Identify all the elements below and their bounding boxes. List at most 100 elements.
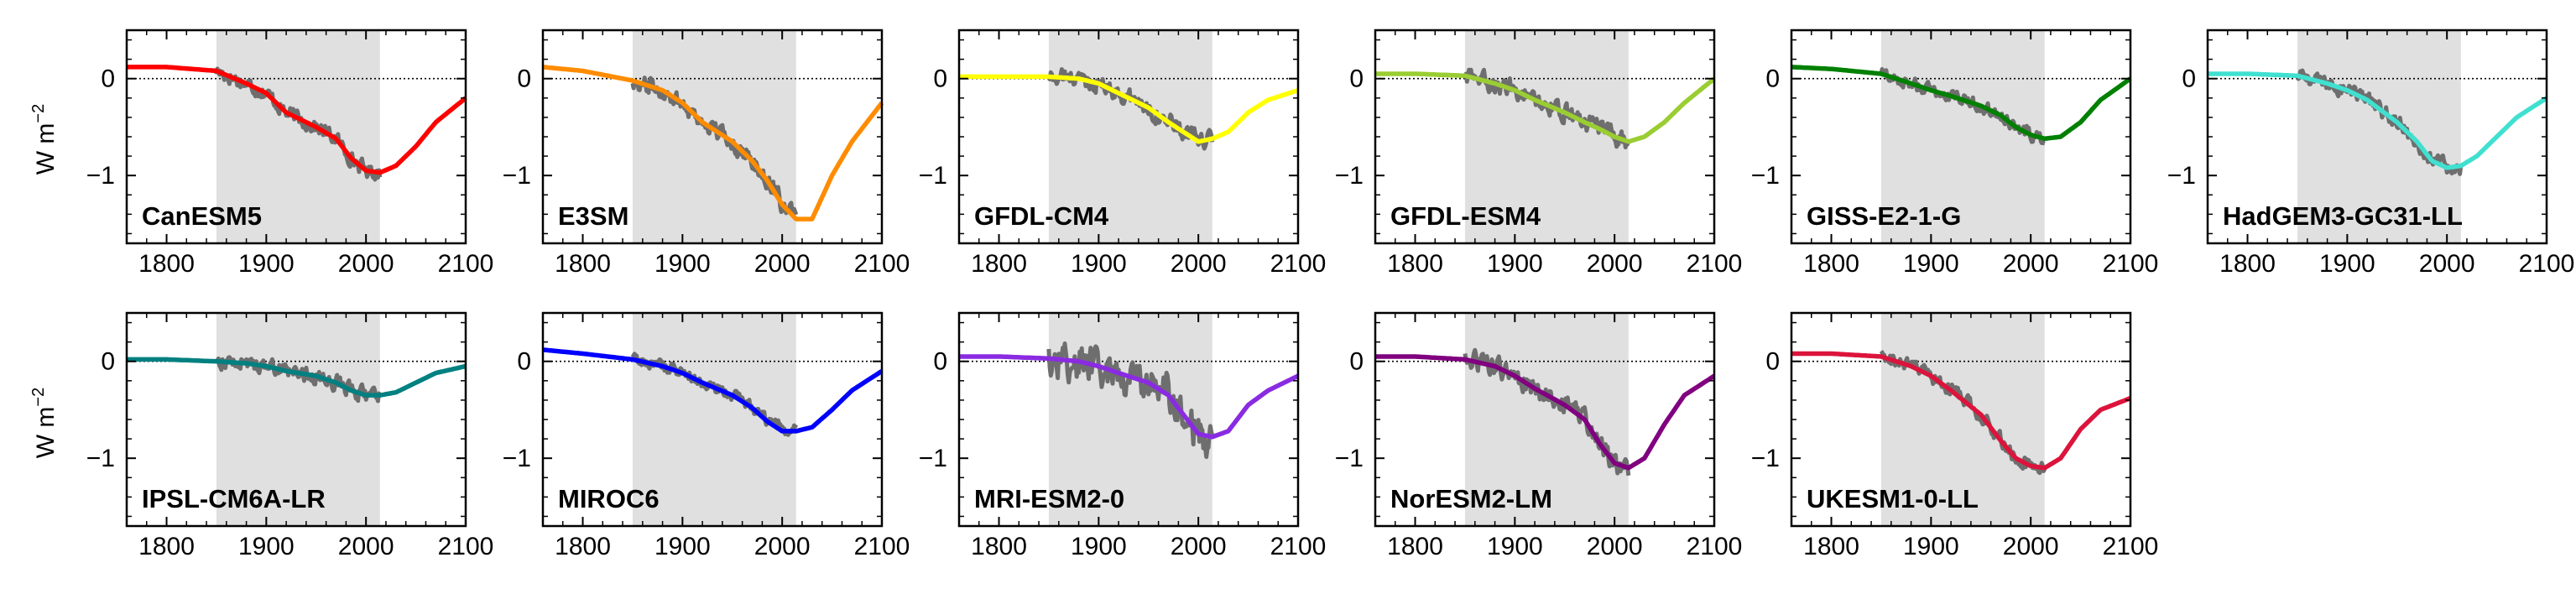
model-series <box>1791 351 2131 471</box>
shaded-period <box>1464 30 1629 243</box>
ytick-label: −1 <box>919 162 947 190</box>
shaded-period <box>1880 313 2045 526</box>
xtick-label: 2100 <box>438 250 494 278</box>
model-label: GFDL-ESM4 <box>1390 201 1541 231</box>
ytick-label: −1 <box>503 445 531 472</box>
model-label: MIROC6 <box>558 484 660 513</box>
xtick-label: 2100 <box>854 533 910 560</box>
ytick-label: −1 <box>86 162 115 190</box>
xtick-label: 1900 <box>1487 533 1543 560</box>
panels: 1800 1900 2000 2100 0 −1 CanESM5 1800 1900 2000 21… <box>86 29 2575 560</box>
xtick-label: 1900 <box>1071 250 1127 278</box>
xtick-label: 1800 <box>1803 250 1859 278</box>
panel-noresm2-lm: 1800 1900 2000 2100 0 −1 NorESM2-LM <box>1335 311 1743 560</box>
xtick-label: 2000 <box>2003 533 2059 560</box>
xtick-label: 1800 <box>1803 533 1859 560</box>
xtick-label: 1800 <box>2219 250 2276 278</box>
panel-hadgem3-gc31-ll: 1800 1900 2000 2100 0 −1 HadGEM3-GC31-LL <box>2167 29 2575 278</box>
xtick-label: 2000 <box>338 533 394 560</box>
xtick-label: 2000 <box>1587 250 1643 278</box>
model-series <box>542 347 884 434</box>
model-series <box>542 65 884 221</box>
ytick-label: −1 <box>1335 162 1364 190</box>
xtick-label: 1800 <box>138 533 195 560</box>
model-label: E3SM <box>558 201 628 231</box>
xtick-label: 1800 <box>971 533 1027 560</box>
xtick-label: 2100 <box>854 250 910 278</box>
model-label: GFDL-CM4 <box>974 201 1109 231</box>
model-label: NorESM2-LM <box>1390 484 1552 513</box>
panel-canesm5: 1800 1900 2000 2100 0 −1 CanESM5 <box>86 29 494 278</box>
ytick-label: 0 <box>517 348 531 376</box>
ytick-label: 0 <box>101 348 115 376</box>
xtick-label: 1900 <box>238 250 295 278</box>
xtick-label: 2100 <box>1687 533 1743 560</box>
grey-series <box>1463 347 1631 477</box>
ytick-label: −1 <box>503 162 531 190</box>
xtick-label: 2000 <box>2003 250 2059 278</box>
model-series <box>1374 354 1716 471</box>
xtick-label: 2100 <box>1270 533 1327 560</box>
panel-mri-esm2-0: 1800 1900 2000 2100 0 −1 MRI-ESM2-0 <box>919 311 1327 560</box>
ytick-label: 0 <box>933 348 947 376</box>
ytick-label: 0 <box>1765 348 1780 376</box>
xtick-label: 1900 <box>654 533 711 560</box>
ytick-label: 0 <box>1349 348 1364 376</box>
grey-series <box>630 76 799 216</box>
panel-miroc6: 1800 1900 2000 2100 0 −1 MIROC6 <box>503 311 910 560</box>
xtick-label: 2100 <box>1270 250 1327 278</box>
xtick-label: 1800 <box>971 250 1027 278</box>
xtick-label: 2000 <box>1171 533 1227 560</box>
ytick-label: −1 <box>86 445 115 472</box>
ytick-label: 0 <box>517 65 531 93</box>
model-label: CanESM5 <box>142 201 262 231</box>
model-series <box>958 354 1300 440</box>
ytick-label: −1 <box>1751 162 1780 190</box>
xtick-label: 2100 <box>2519 250 2575 278</box>
xtick-label: 1800 <box>138 250 195 278</box>
ytick-label: −1 <box>1751 445 1780 472</box>
panel-ipsl-cm6a-lr: 1800 1900 2000 2100 0 −1 IPSL-CM6A-LR <box>86 311 494 560</box>
xtick-label: 2000 <box>754 250 811 278</box>
ytick-label: 0 <box>933 65 947 93</box>
model-label: MRI-ESM2-0 <box>974 484 1124 513</box>
ytick-label: −1 <box>1335 445 1364 472</box>
ytick-label: 0 <box>2182 65 2196 93</box>
panel-ukesm1-0-ll: 1800 1900 2000 2100 0 −1 UKESM1-0-LL <box>1751 311 2159 560</box>
xtick-label: 2100 <box>438 533 494 560</box>
shaded-period <box>2297 30 2461 243</box>
xtick-label: 1900 <box>2319 250 2375 278</box>
xtick-label: 2000 <box>338 250 394 278</box>
ytick-label: 0 <box>1765 65 1780 93</box>
xtick-label: 1800 <box>1387 250 1443 278</box>
xtick-label: 1900 <box>1903 250 1959 278</box>
ylabel-row-2: W m−2 <box>29 388 60 458</box>
xtick-label: 1800 <box>555 250 611 278</box>
model-series <box>1374 71 1716 144</box>
model-series <box>126 65 467 175</box>
model-label: UKESM1-0-LL <box>1807 484 1979 513</box>
xtick-label: 2100 <box>1687 250 1743 278</box>
shaded-period <box>216 30 380 243</box>
xtick-label: 2100 <box>2103 533 2159 560</box>
model-series <box>958 74 1299 144</box>
xtick-label: 2000 <box>1587 533 1643 560</box>
panel-e3sm: 1800 1900 2000 2100 0 −1 E3SM <box>503 29 910 278</box>
xtick-label: 2100 <box>2103 250 2159 278</box>
xtick-label: 1900 <box>1071 533 1127 560</box>
shaded-period <box>632 30 796 243</box>
ytick-label: 0 <box>1349 65 1364 93</box>
shaded-period <box>1880 30 2045 243</box>
shaded-period <box>216 313 380 526</box>
xtick-label: 1900 <box>1903 533 1959 560</box>
shaded-period <box>1464 313 1629 526</box>
ytick-label: 0 <box>101 65 115 93</box>
panel-gfdl-esm4: 1800 1900 2000 2100 0 −1 GFDL-ESM4 <box>1335 29 1743 278</box>
xtick-label: 1900 <box>654 250 711 278</box>
ytick-label: −1 <box>919 445 947 472</box>
xtick-label: 1900 <box>238 533 295 560</box>
ytick-label: −1 <box>2167 162 2196 190</box>
xtick-label: 2000 <box>2419 250 2475 278</box>
model-label: IPSL-CM6A-LR <box>142 484 326 513</box>
